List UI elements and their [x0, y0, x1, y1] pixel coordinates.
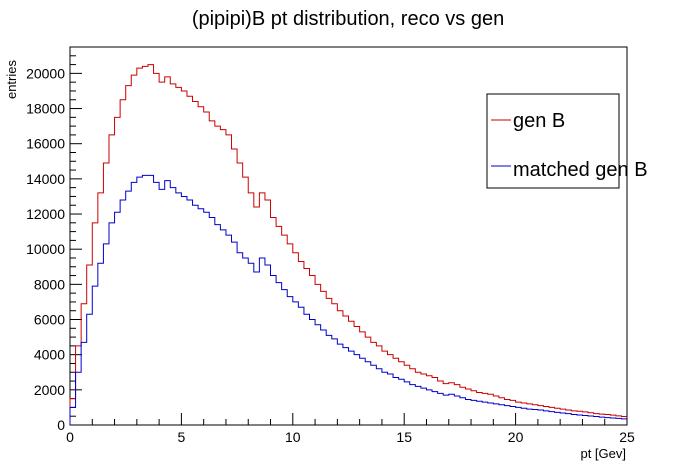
x-tick-label: 5	[178, 429, 186, 445]
legend-box	[486, 93, 620, 189]
y-tick-label: 0	[57, 417, 65, 433]
y-tick-label: 14000	[26, 171, 65, 187]
y-tick-label: 20000	[26, 65, 65, 81]
y-tick-label: 16000	[26, 136, 65, 152]
legend-label-gen-b: gen B	[513, 110, 565, 132]
x-tick-label: 15	[396, 429, 412, 445]
y-tick-label: 10000	[26, 241, 65, 257]
y-tick-label: 4000	[34, 347, 65, 363]
legend-label-matched-gen-b: matched gen B	[513, 159, 648, 181]
y-tick-label: 2000	[34, 382, 65, 398]
y-tick-label: 8000	[34, 276, 65, 292]
x-tick-label: 0	[66, 429, 74, 445]
series-line-matched-gen-b	[69, 174, 627, 425]
series-line-gen-b	[69, 64, 627, 425]
y-tick-label: 18000	[26, 101, 65, 117]
y-tick-label: 12000	[26, 206, 65, 222]
plot-frame	[69, 46, 628, 426]
y-tick-label: 6000	[34, 312, 65, 328]
y-axis-label: entries	[4, 60, 19, 100]
x-tick-label: 10	[285, 429, 301, 445]
x-axis-label: pt [Gev]	[580, 446, 626, 461]
plot-axes: 0 5 10 15 20 25 0 2000 4000 6000 8000 10000 12000 140…	[26, 46, 635, 445]
x-tick-label: 25	[619, 429, 635, 445]
chart-title: (pipipi)B pt distribution, reco vs gen	[192, 8, 504, 30]
series-layer	[69, 64, 627, 425]
x-tick-label: 20	[508, 429, 524, 445]
legend: gen B matched gen B	[486, 93, 648, 189]
